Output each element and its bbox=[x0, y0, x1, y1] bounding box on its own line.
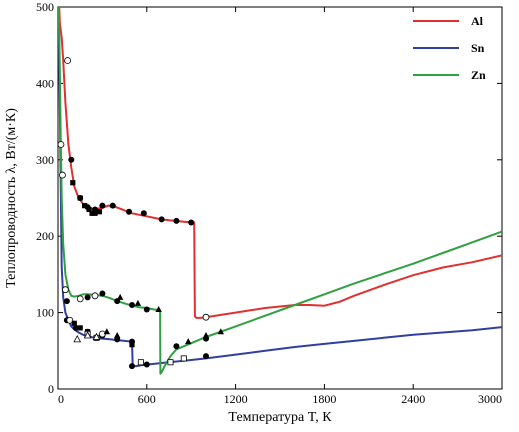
data-point-open-square bbox=[167, 359, 174, 366]
data-point-filled-square bbox=[92, 210, 98, 216]
y-axis: 0 100 200 300 400 500 bbox=[36, 0, 502, 396]
legend-label-sn: Sn bbox=[471, 41, 485, 55]
y-axis-label: Теплопроводность λ, Вт/(м·К) bbox=[4, 108, 19, 288]
data-point-open-circle bbox=[62, 286, 69, 294]
data-point-open-circle bbox=[58, 141, 65, 148]
data-point-open-circle bbox=[66, 316, 74, 324]
data-point-filled-circle bbox=[188, 219, 195, 226]
data-point-filled-circle bbox=[63, 298, 70, 305]
x-tick-label: 600 bbox=[138, 392, 156, 406]
x-tick-label: 3000 bbox=[478, 392, 502, 406]
data-point-open-square bbox=[137, 359, 144, 366]
y-tick-label: 400 bbox=[36, 76, 54, 90]
data-point-filled-square bbox=[82, 203, 88, 209]
data-point-filled-triangle bbox=[116, 293, 124, 300]
data-point-filled-square bbox=[70, 180, 76, 186]
y-tick-label: 200 bbox=[36, 229, 54, 243]
data-point-filled-circle bbox=[173, 343, 180, 350]
series-layer bbox=[58, 7, 502, 375]
series-line-al bbox=[58, 7, 502, 319]
x-axis-label: Температура T, К bbox=[228, 410, 332, 425]
data-point-filled-circle bbox=[143, 361, 150, 368]
data-point-filled-circle bbox=[72, 324, 79, 331]
x-tick-label: 2400 bbox=[401, 392, 425, 406]
x-tick-label: 0 bbox=[58, 392, 64, 406]
y-tick-label: 100 bbox=[36, 306, 54, 320]
data-point-filled-circle bbox=[173, 217, 180, 224]
data-point-filled-circle bbox=[203, 353, 209, 360]
data-point-filled-triangle bbox=[202, 332, 210, 339]
data-point-filled-circle bbox=[126, 208, 133, 215]
data-point-filled-triangle bbox=[134, 299, 142, 306]
data-point-filled-triangle bbox=[114, 332, 121, 339]
data-point-filled-circle bbox=[68, 156, 75, 163]
data-point-filled-triangle bbox=[185, 338, 192, 345]
legend-label-al: Al bbox=[471, 14, 484, 28]
legend-label-zn: Zn bbox=[471, 68, 486, 82]
data-point-filled-square bbox=[96, 209, 103, 215]
data-point-filled-circle bbox=[140, 210, 147, 217]
x-tick-label: 1800 bbox=[312, 392, 336, 406]
data-point-open-square bbox=[180, 355, 187, 362]
data-point-open-circle bbox=[91, 292, 99, 300]
series-line-zn bbox=[58, 7, 502, 375]
data-point-filled-circle bbox=[129, 363, 135, 370]
data-point-filled-triangle bbox=[103, 328, 111, 335]
data-point-open-circle bbox=[59, 171, 66, 179]
data-point-filled-square bbox=[89, 210, 95, 216]
series-line-sn bbox=[58, 7, 502, 368]
data-point-filled-triangle bbox=[155, 306, 162, 313]
data-point-open-triangle bbox=[73, 334, 82, 343]
y-tick-label: 500 bbox=[36, 0, 54, 14]
marker-layer bbox=[58, 57, 224, 370]
data-point-filled-square bbox=[86, 206, 92, 213]
data-point-filled-circle bbox=[143, 306, 150, 313]
data-point-filled-square bbox=[77, 195, 83, 201]
data-point-filled-square bbox=[129, 342, 135, 348]
data-point-filled-circle bbox=[129, 301, 135, 308]
data-point-filled-circle bbox=[99, 202, 106, 209]
plot-frame bbox=[57, 6, 503, 390]
y-tick-label: 0 bbox=[48, 382, 54, 396]
x-axis: 0 600 1200 1800 2400 3000 bbox=[57, 7, 503, 406]
data-point-open-circle bbox=[76, 295, 84, 303]
data-point-open-circle bbox=[64, 57, 72, 64]
data-point-filled-square bbox=[77, 325, 83, 331]
data-point-open-circle bbox=[202, 313, 210, 321]
data-point-open-triangle bbox=[92, 332, 101, 340]
data-point-filled-triangle bbox=[217, 328, 224, 335]
data-point-filled-circle bbox=[158, 216, 165, 223]
data-point-filled-square bbox=[71, 320, 77, 326]
legend: Al Sn Zn bbox=[413, 14, 486, 82]
x-tick-label: 1200 bbox=[224, 392, 248, 406]
data-point-filled-circle bbox=[84, 294, 91, 301]
y-tick-label: 300 bbox=[36, 153, 54, 167]
data-point-filled-circle bbox=[109, 202, 116, 209]
data-point-filled-circle bbox=[99, 290, 106, 297]
data-point-open-triangle bbox=[83, 331, 92, 339]
